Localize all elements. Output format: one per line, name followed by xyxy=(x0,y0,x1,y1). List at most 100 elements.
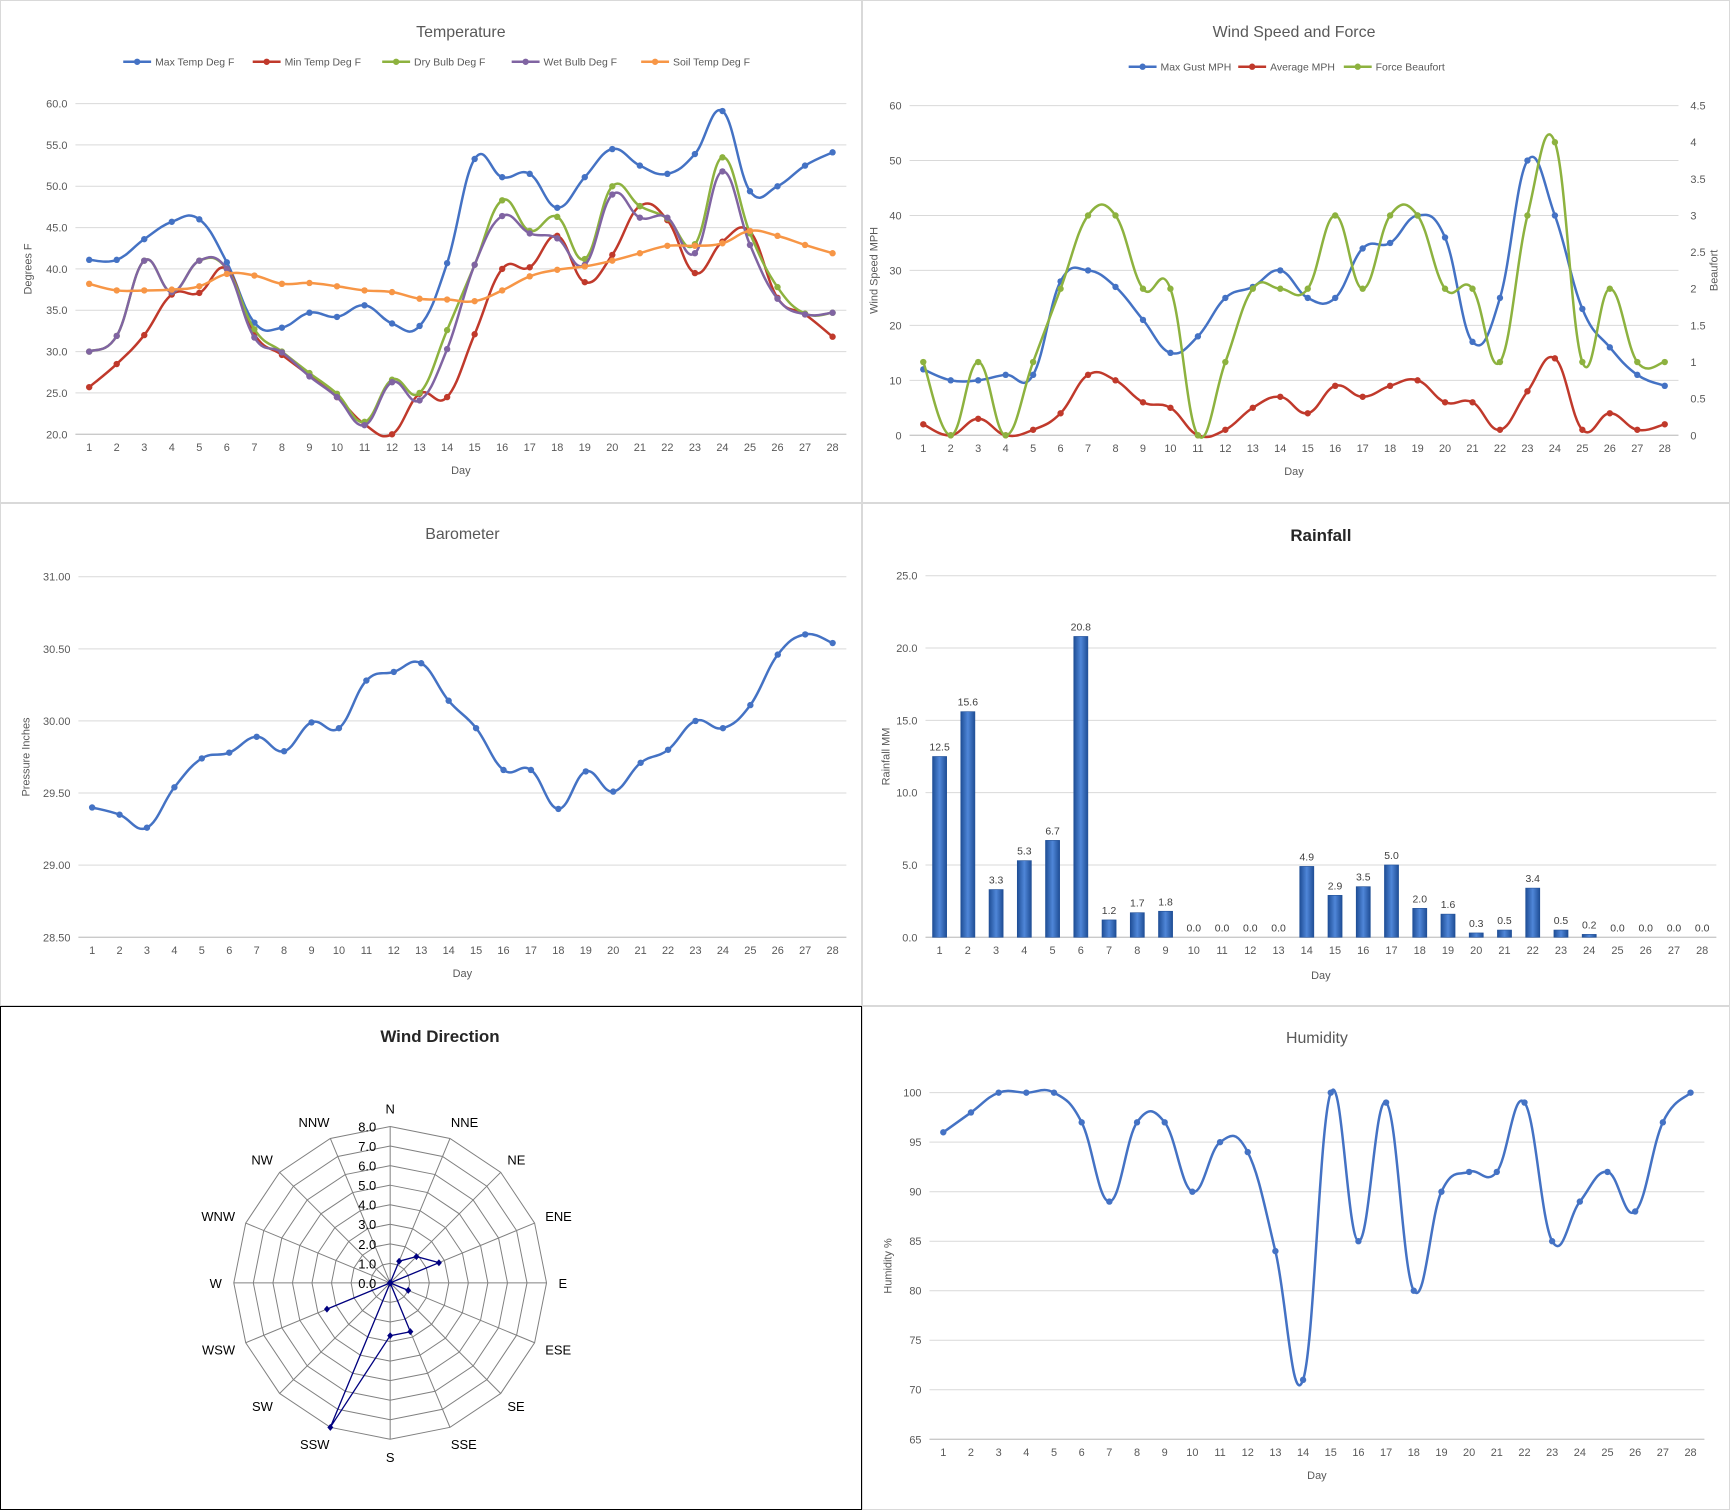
x-tick-label: 3 xyxy=(975,443,981,455)
x-tick-label: 9 xyxy=(1140,443,1146,455)
x-tick-label: 6 xyxy=(1078,945,1084,957)
data-point xyxy=(1277,267,1284,274)
data-point xyxy=(829,250,836,257)
data-point xyxy=(278,280,286,287)
data-point xyxy=(143,824,151,831)
x-tick-label: 13 xyxy=(413,442,425,454)
data-point xyxy=(278,349,286,356)
bar-data-label: 3.4 xyxy=(1525,874,1540,885)
x-tick-label: 22 xyxy=(1494,443,1506,455)
data-point xyxy=(746,227,754,235)
data-point xyxy=(223,265,231,273)
x-tick-label: 13 xyxy=(415,945,427,957)
data-point xyxy=(1029,426,1037,433)
data-point xyxy=(1493,1168,1500,1176)
x-tick-label: 15 xyxy=(469,442,481,454)
data-point xyxy=(746,188,754,195)
y-tick-label: 65 xyxy=(909,1434,921,1446)
data-point xyxy=(223,270,231,278)
radar-point xyxy=(435,1259,442,1267)
y-tick-label: 30 xyxy=(889,265,901,277)
radial-tick-label: 6.0 xyxy=(358,1159,376,1174)
data-point xyxy=(1551,212,1559,219)
y2-tick-label: 1 xyxy=(1690,357,1696,369)
x-tick-label: 10 xyxy=(333,945,345,957)
rain-bar xyxy=(1553,929,1569,938)
x-tick-label: 6 xyxy=(226,945,232,957)
series-line-1 xyxy=(88,202,834,438)
data-point xyxy=(554,235,561,242)
data-point xyxy=(1189,1188,1196,1195)
x-tick-label: 23 xyxy=(689,945,701,957)
data-point xyxy=(1414,212,1421,219)
data-point xyxy=(1332,382,1339,390)
x-axis-title: Day xyxy=(451,465,471,477)
data-point xyxy=(975,377,982,384)
data-point xyxy=(829,639,836,647)
data-point xyxy=(774,651,781,658)
data-point xyxy=(1194,333,1202,340)
x-tick-label: 19 xyxy=(1412,443,1424,455)
direction-label: NW xyxy=(251,1153,273,1168)
bar-data-label: 6.7 xyxy=(1045,826,1060,837)
radar-point xyxy=(387,1332,394,1340)
chart-title: Temperature xyxy=(416,24,506,41)
y-tick-label: 45.0 xyxy=(46,223,67,235)
data-point xyxy=(554,204,561,211)
x-tick-label: 6 xyxy=(1058,443,1064,455)
barometer-chart-panel: Barometer 28.50 29.00 29.50 30.00 30.50 31.00 1… xyxy=(0,503,862,1006)
radial-tick-label: 3.0 xyxy=(358,1217,376,1232)
x-tick-label: 17 xyxy=(1357,443,1369,455)
data-point xyxy=(361,287,368,294)
y-tick-label: 30.0 xyxy=(46,347,67,359)
data-point xyxy=(1579,358,1586,366)
x-tick-label: 27 xyxy=(1657,1447,1669,1459)
data-point xyxy=(471,297,478,305)
data-point xyxy=(418,660,425,667)
y2-tick-label: 0.5 xyxy=(1690,394,1705,406)
legend-marker xyxy=(522,58,529,65)
data-point xyxy=(363,677,370,684)
data-point xyxy=(967,1109,975,1116)
data-point xyxy=(1106,1198,1113,1205)
data-point xyxy=(920,421,927,428)
direction-label: N xyxy=(385,1102,394,1117)
radar-point xyxy=(323,1305,330,1313)
y-tick-label: 29.50 xyxy=(43,788,70,800)
y-tick-label: 25.0 xyxy=(896,571,917,583)
data-point xyxy=(1438,1188,1445,1195)
direction-label: WNW xyxy=(201,1209,236,1224)
bar-data-label: 0.0 xyxy=(1610,923,1625,934)
data-point xyxy=(1249,404,1257,411)
x-tick-label: 25 xyxy=(1611,945,1623,957)
bar-data-label: 5.0 xyxy=(1384,851,1399,862)
data-point xyxy=(1002,432,1009,439)
y-tick-label: 10 xyxy=(889,375,901,387)
data-point xyxy=(1194,432,1202,439)
data-point xyxy=(1634,371,1641,379)
series-line-0 xyxy=(91,632,834,831)
bar-data-label: 1.6 xyxy=(1441,900,1456,911)
data-point xyxy=(691,250,699,257)
x-tick-label: 7 xyxy=(1106,945,1112,957)
data-point xyxy=(1078,1119,1085,1126)
data-point xyxy=(1551,139,1559,146)
data-point xyxy=(226,749,233,756)
direction-label: SSW xyxy=(300,1437,330,1452)
data-point xyxy=(388,320,396,327)
data-point xyxy=(526,230,533,237)
data-point xyxy=(829,333,836,340)
y-axis-title: Rainfall MM xyxy=(881,728,893,786)
data-point xyxy=(691,242,699,249)
y-tick-label: 35.0 xyxy=(46,305,67,317)
data-point xyxy=(196,289,203,297)
x-tick-label: 27 xyxy=(1631,443,1643,455)
x-tick-label: 18 xyxy=(1414,945,1426,957)
data-point xyxy=(1332,294,1339,302)
data-point xyxy=(526,273,533,280)
bar-data-label: 1.2 xyxy=(1102,906,1117,917)
data-point xyxy=(1112,212,1119,219)
chart-title: Wind Speed and Force xyxy=(1213,24,1376,41)
data-point xyxy=(498,173,506,181)
data-point xyxy=(85,348,93,355)
